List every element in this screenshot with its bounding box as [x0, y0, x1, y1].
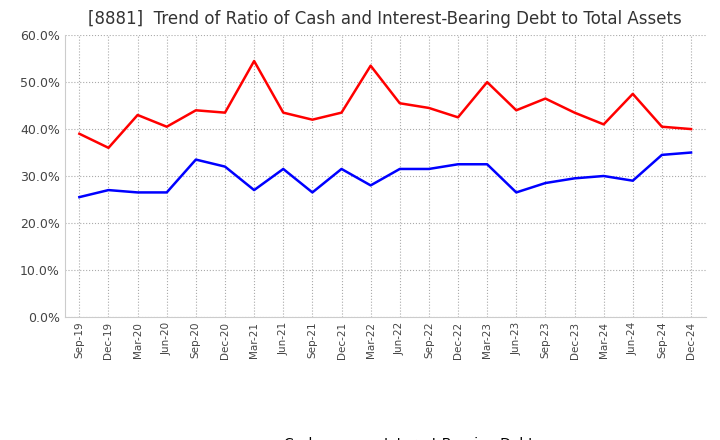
Cash	[512, 108, 521, 113]
Interest-Bearing Debt	[629, 178, 637, 183]
Interest-Bearing Debt	[279, 166, 287, 172]
Cash	[454, 115, 462, 120]
Interest-Bearing Debt	[570, 176, 579, 181]
Cash	[629, 91, 637, 96]
Cash	[75, 131, 84, 136]
Cash	[192, 108, 200, 113]
Interest-Bearing Debt	[308, 190, 317, 195]
Interest-Bearing Debt	[104, 187, 113, 193]
Cash	[425, 105, 433, 110]
Line: Cash: Cash	[79, 61, 691, 148]
Interest-Bearing Debt	[395, 166, 404, 172]
Interest-Bearing Debt	[657, 152, 666, 158]
Interest-Bearing Debt	[250, 187, 258, 193]
Cash	[657, 124, 666, 129]
Interest-Bearing Debt	[192, 157, 200, 162]
Cash	[104, 145, 113, 150]
Interest-Bearing Debt	[133, 190, 142, 195]
Cash	[483, 80, 492, 85]
Cash	[337, 110, 346, 115]
Cash	[220, 110, 229, 115]
Cash	[687, 126, 696, 132]
Interest-Bearing Debt	[541, 180, 550, 186]
Interest-Bearing Debt	[512, 190, 521, 195]
Cash	[163, 124, 171, 129]
Cash	[308, 117, 317, 122]
Interest-Bearing Debt	[425, 166, 433, 172]
Interest-Bearing Debt	[75, 194, 84, 200]
Line: Interest-Bearing Debt: Interest-Bearing Debt	[79, 153, 691, 197]
Cash	[366, 63, 375, 68]
Cash	[133, 112, 142, 117]
Interest-Bearing Debt	[337, 166, 346, 172]
Cash	[541, 96, 550, 101]
Cash	[395, 101, 404, 106]
Title: [8881]  Trend of Ratio of Cash and Interest-Bearing Debt to Total Assets: [8881] Trend of Ratio of Cash and Intere…	[89, 10, 682, 28]
Interest-Bearing Debt	[366, 183, 375, 188]
Cash	[599, 122, 608, 127]
Cash	[570, 110, 579, 115]
Interest-Bearing Debt	[599, 173, 608, 179]
Cash	[250, 59, 258, 64]
Legend: Cash, Interest-Bearing Debt: Cash, Interest-Bearing Debt	[231, 431, 539, 440]
Cash	[279, 110, 287, 115]
Interest-Bearing Debt	[454, 161, 462, 167]
Interest-Bearing Debt	[220, 164, 229, 169]
Interest-Bearing Debt	[163, 190, 171, 195]
Interest-Bearing Debt	[483, 161, 492, 167]
Interest-Bearing Debt	[687, 150, 696, 155]
